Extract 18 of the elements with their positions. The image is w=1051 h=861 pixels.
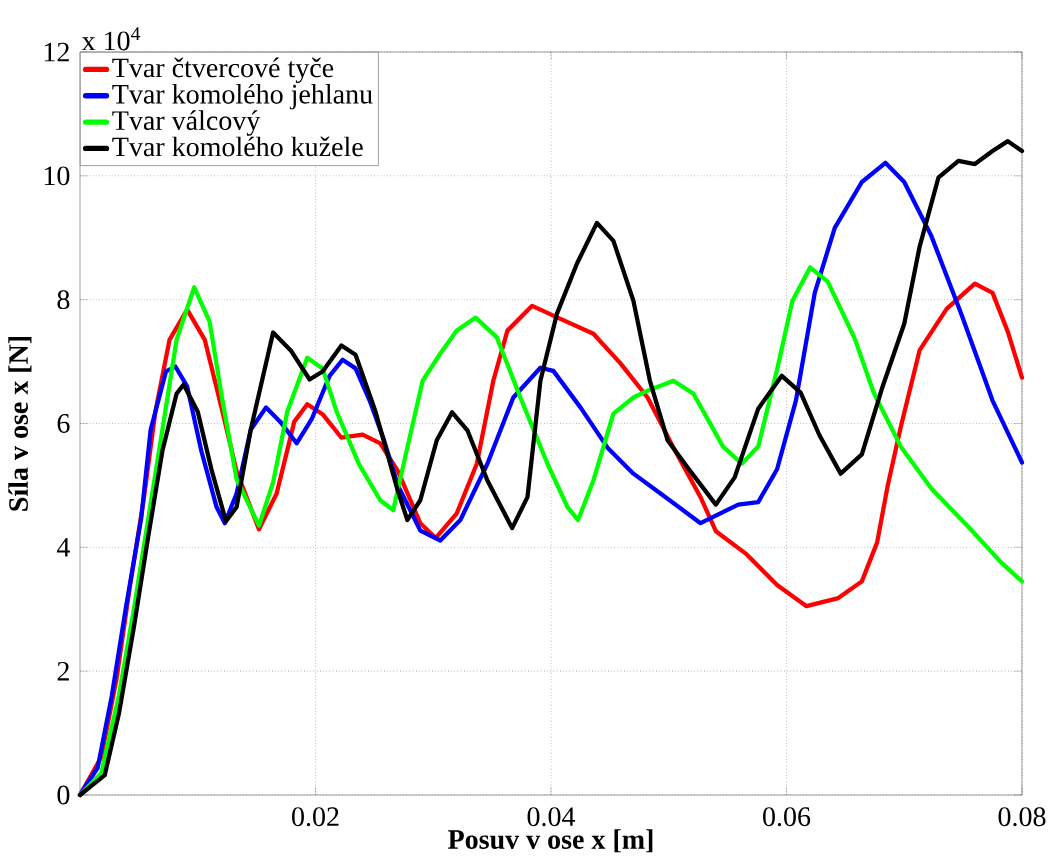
- y-tick-label: 10: [44, 166, 70, 186]
- legend-label: Tvar komolého jehlanu: [112, 83, 373, 110]
- y-tick-label: 6: [57, 414, 70, 433]
- y-tick-label: 2: [57, 661, 69, 681]
- text: x 10$^{4}$: [81, 27, 141, 51]
- x-tick-label: 0.04: [527, 807, 576, 827]
- y-tick-label: 12: [44, 42, 69, 62]
- legend-label: Tvar čtvercové tyče: [112, 57, 334, 84]
- legend-label: Tvar válcový: [112, 110, 261, 136]
- y-tick-label: 8: [57, 290, 70, 310]
- x-tick-label: 0.06: [763, 807, 811, 827]
- x-tick-label: 0.02: [292, 807, 339, 827]
- x-axis-title: Posuv v ose x [m]: [448, 829, 653, 853]
- y-axis-title: Síla v ose x [N]: [8, 336, 32, 511]
- x-tick-label: 0.08: [998, 807, 1046, 827]
- legend-label: Tvar komolého kužele: [112, 136, 363, 157]
- y-tick-label: 4: [56, 538, 70, 557]
- y-tick-label: 0: [57, 785, 70, 805]
